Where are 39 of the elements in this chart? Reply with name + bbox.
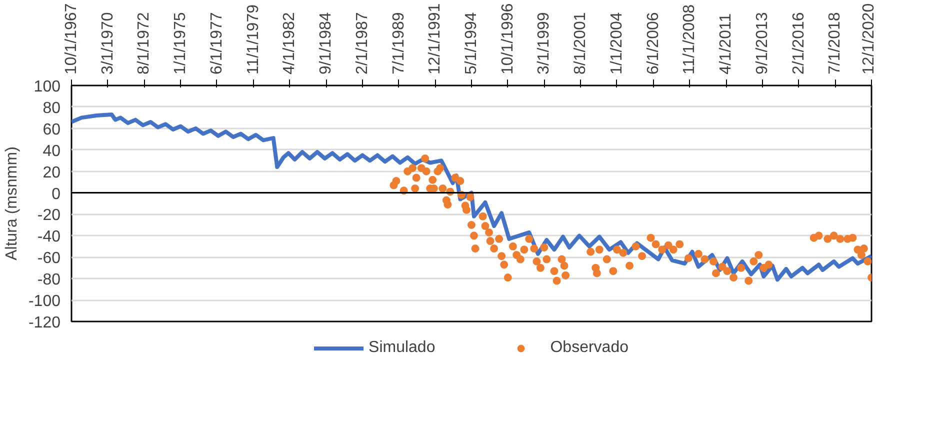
x-tick-label: 10/1/1967 — [63, 3, 80, 74]
x-tick-label: 4/1/2011 — [718, 13, 734, 74]
x-tick-label: 3/1/1999 — [536, 12, 553, 74]
y-tick-label: 0 — [52, 186, 61, 203]
x-tick-label: 7/1/1989 — [390, 12, 408, 74]
x-tick-label: 11/1/1979 — [244, 4, 262, 74]
x-tick-label: 5/1/1994 — [462, 12, 480, 74]
x-tick-label: 6/1/1977 — [208, 12, 226, 74]
y-tick-label: 60 — [42, 121, 61, 138]
x-tick-label: 2/1/1987 — [354, 12, 371, 74]
x-tick-label: 8/1/2001 — [572, 12, 590, 74]
x-tick-label: 9/1/2013 — [754, 12, 771, 74]
legend-label: Simulado — [368, 339, 436, 357]
y-tick-label: -80 — [37, 272, 61, 289]
y-tick-label: -40 — [37, 228, 61, 246]
legend-label: Observado — [550, 339, 628, 357]
x-tick-label: 7/1/2018 — [826, 12, 844, 74]
x-tick-label: 12/1/2020 — [860, 3, 878, 74]
x-tick-label: 12/1/1991 — [426, 3, 444, 74]
x-tick-label: 3/1/1970 — [99, 12, 116, 74]
x-tick-label: 4/1/1982 — [281, 12, 298, 74]
y-tick-label: -100 — [28, 293, 61, 310]
y-tick-label: 100 — [34, 78, 61, 96]
y-tick-label: 40 — [42, 142, 61, 160]
x-tick-label: 2/1/2016 — [790, 12, 808, 74]
y-tick-label: 20 — [42, 164, 61, 182]
y-tick-label: -60 — [37, 250, 61, 268]
y-tick-label: -20 — [37, 207, 61, 224]
x-tick-label: 1/1/2004 — [608, 12, 626, 74]
x-tick-label: 8/1/1972 — [136, 12, 153, 74]
line-series — [72, 112, 872, 282]
x-tick-label: 11/1/2008 — [681, 4, 698, 74]
x-tick-label: 1/1/1975 — [172, 12, 190, 74]
x-tick-label: 10/1/1996 — [499, 3, 516, 74]
y-tick-label: 80 — [42, 100, 61, 117]
y-axis-title: Altura (msnmm) — [3, 146, 20, 260]
x-tick-label: 9/1/1984 — [318, 12, 335, 74]
x-tick-label: 6/1/2006 — [644, 12, 662, 74]
y-tick-label: -120 — [28, 314, 61, 332]
